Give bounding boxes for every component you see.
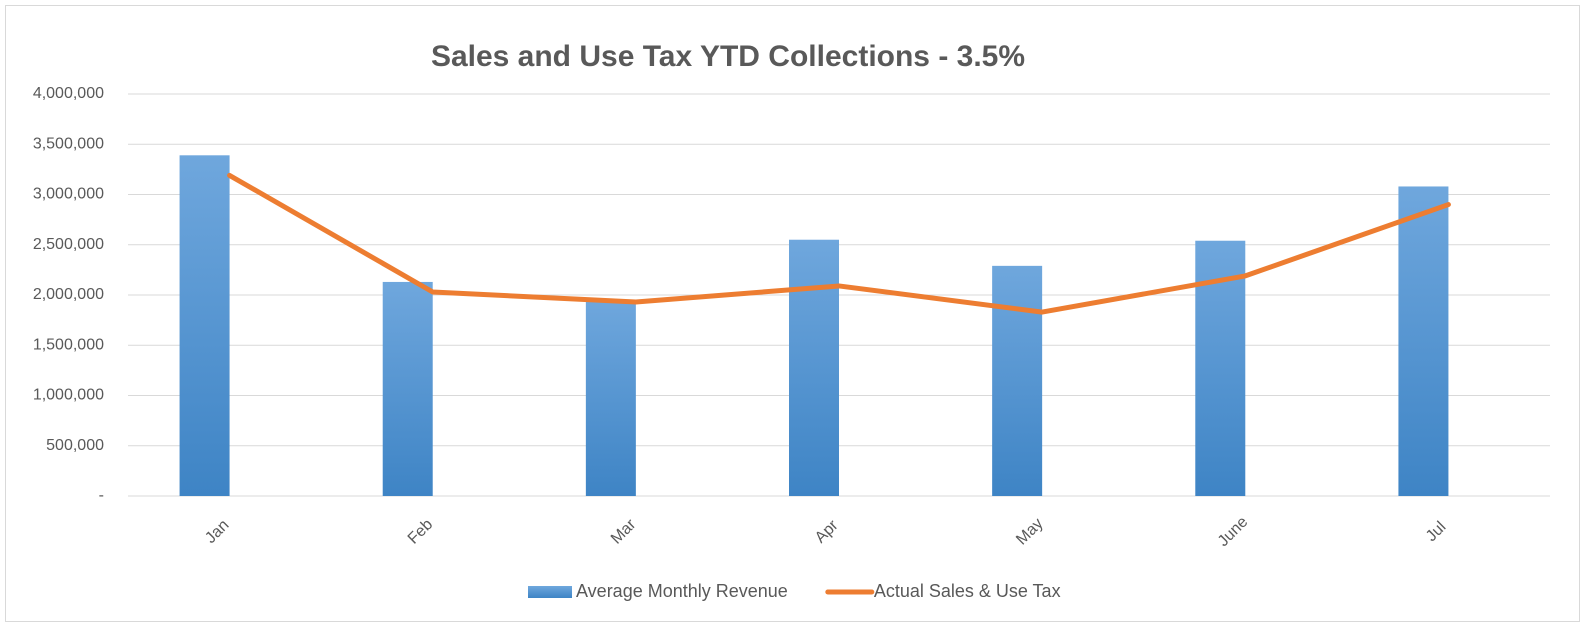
y-tick-label: 2,000,000 [33, 286, 104, 303]
chart-title: Sales and Use Tax YTD Collections - 3.5% [431, 40, 1025, 73]
y-tick-label: 2,500,000 [33, 236, 104, 253]
bar [179, 155, 230, 496]
bar [992, 265, 1043, 496]
y-tick-label: - [99, 487, 104, 504]
legend-label: Average Monthly Revenue [576, 581, 788, 601]
y-tick-label: 1,000,000 [33, 387, 104, 404]
y-tick-label: 1,500,000 [33, 336, 104, 353]
bar [382, 281, 433, 496]
legend-swatch [528, 586, 572, 598]
bar [789, 239, 839, 496]
bar [585, 300, 636, 496]
bar [1398, 186, 1449, 496]
y-tick-label: 3,500,000 [33, 135, 104, 152]
legend-label: Actual Sales & Use Tax [874, 581, 1061, 601]
y-tick-label: 3,000,000 [33, 186, 104, 203]
line [227, 172, 1451, 315]
y-tick-label: 500,000 [46, 437, 104, 454]
y-tick-label: 4,000,000 [33, 85, 104, 102]
